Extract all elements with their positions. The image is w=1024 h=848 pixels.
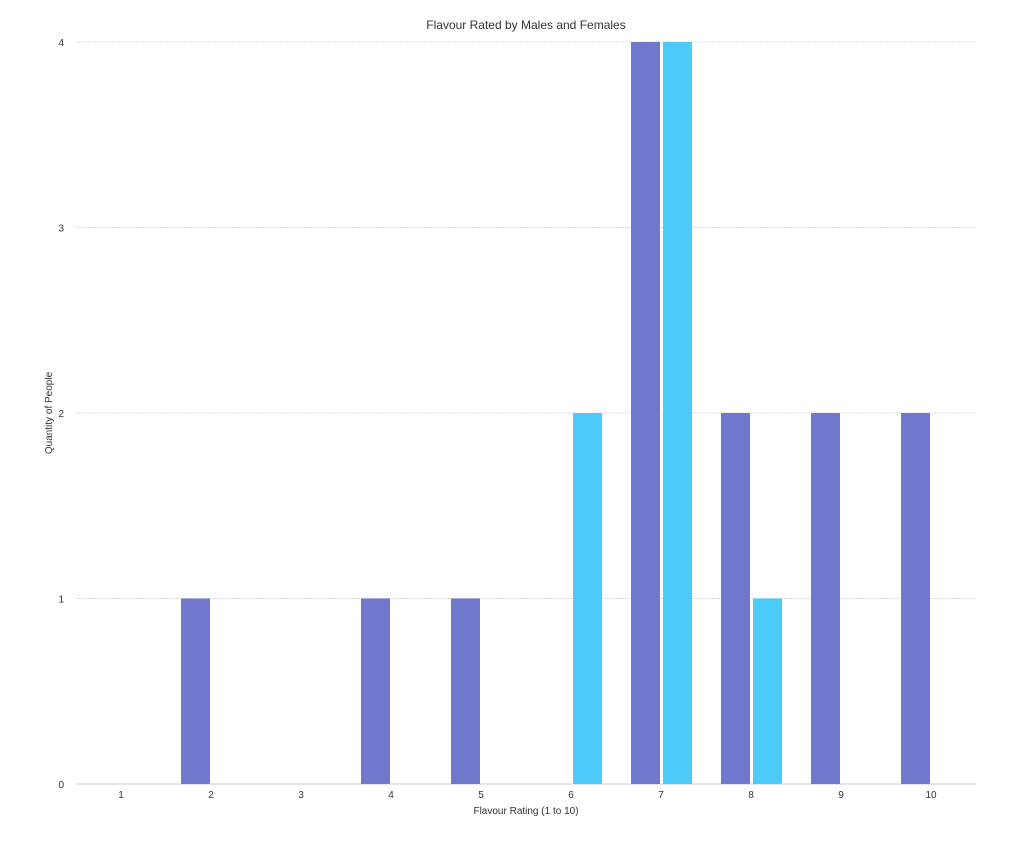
x-tick-label: 3 bbox=[298, 790, 304, 801]
bar-males-5 bbox=[451, 598, 480, 784]
x-tick-label: 10 bbox=[925, 790, 937, 801]
y-tick-label: 0 bbox=[58, 780, 64, 791]
bar-females-7 bbox=[663, 42, 692, 784]
bar-females-8 bbox=[753, 598, 782, 784]
x-tick-label: 1 bbox=[118, 790, 124, 801]
bar-males-8 bbox=[721, 413, 750, 784]
x-tick-label: 7 bbox=[658, 790, 664, 801]
bar-males-7 bbox=[631, 42, 660, 784]
chart-title: Flavour Rated by Males and Females bbox=[426, 18, 625, 32]
x-tick-label: 5 bbox=[478, 790, 484, 801]
x-tick-label: 8 bbox=[748, 790, 754, 801]
y-tick-label: 2 bbox=[58, 409, 64, 420]
x-tick-label: 6 bbox=[568, 790, 574, 801]
x-tick-label: 9 bbox=[838, 790, 844, 801]
bar-males-2 bbox=[181, 598, 210, 784]
x-tick-label: 2 bbox=[208, 790, 214, 801]
bar-females-6 bbox=[573, 413, 602, 784]
bar-males-4 bbox=[361, 598, 390, 784]
y-tick-label: 1 bbox=[58, 595, 64, 606]
x-axis-label: Flavour Rating (1 to 10) bbox=[473, 806, 578, 817]
bar-males-10 bbox=[901, 413, 930, 784]
y-tick-label: 4 bbox=[58, 38, 64, 49]
y-axis-label: Quantity of People bbox=[44, 371, 55, 454]
y-tick-label: 3 bbox=[58, 224, 64, 235]
bar-males-9 bbox=[811, 413, 840, 784]
x-tick-label: 4 bbox=[388, 790, 394, 801]
